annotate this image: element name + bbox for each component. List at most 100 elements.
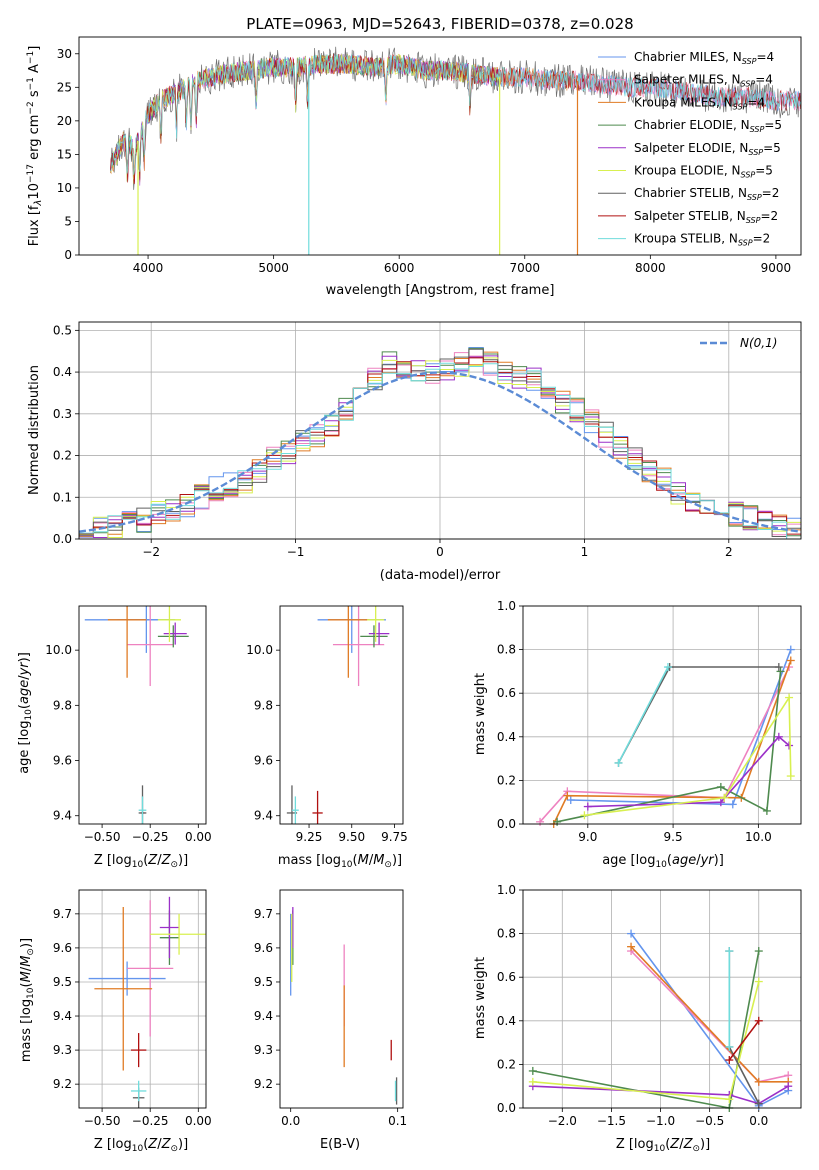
axes-frame <box>78 889 207 1109</box>
errorbar-point <box>327 606 369 678</box>
plus-marker <box>528 1077 537 1086</box>
legend-entry: N(0,1) <box>740 336 777 350</box>
spectrum-line-salpeter-stelib <box>110 53 801 185</box>
x-tick-label: 9.75 <box>381 830 408 844</box>
age-vs-massweight-panel: age [log10(age/yr)] mass weight 9.0 9.5 10… <box>473 599 802 870</box>
y-tick-label: 0.8 <box>497 643 516 657</box>
legend-entry: Chabrier ELODIE, NSSP=5 <box>634 118 782 134</box>
chart-title: PLATE=0963, MJD=52643, FIBERID=0378, z=0… <box>246 15 633 33</box>
y-tick-label: 9.8 <box>53 698 72 712</box>
x-axis-label: (data-model)/error <box>380 568 501 583</box>
y-axis-label: mass weight <box>473 673 488 755</box>
y-tick-label: 9.5 <box>53 975 72 989</box>
plus-marker <box>627 929 636 938</box>
y-tick-label: 0.0 <box>53 532 72 546</box>
legend: N(0,1) <box>700 336 777 350</box>
legend-entry: Kroupa ELODIE, NSSP=5 <box>634 164 773 180</box>
x-tick-label: −1.5 <box>597 1114 626 1128</box>
x-axis-label: mass [log10(M/M⊙)] <box>278 853 402 870</box>
x-tick-label: 7000 <box>509 261 540 275</box>
series-kroupa-stelib <box>725 947 734 1051</box>
y-tick-label: 10.0 <box>246 643 273 657</box>
x-tick-label: −1 <box>287 545 305 559</box>
y-tick-label: 25 <box>57 80 72 94</box>
axes-frame <box>78 321 802 540</box>
errorbar-point <box>130 1033 147 1068</box>
x-tick-label: 6000 <box>384 261 415 275</box>
x-tick-label: 9.5 <box>664 830 683 844</box>
errorbar-point <box>138 796 147 824</box>
plus-marker <box>785 693 794 702</box>
ticks: 4000 5000 6000 7000 8000 9000 0 5 10 15 20 25 30 <box>57 47 791 275</box>
plus-marker <box>725 1095 734 1104</box>
y-tick-label: 0.5 <box>53 323 72 337</box>
y-axis-label: mass [log10(M/M⊙)] <box>19 938 36 1062</box>
plus-marker <box>786 645 795 654</box>
ebv-vs-mass-panel: E(B-V) 0.0 0.1 9.2 9.3 9.4 9.5 9.6 9.7 <box>254 889 407 1152</box>
y-tick-label: 9.4 <box>53 809 72 823</box>
errorbar-point <box>150 913 206 955</box>
y-tick-label: 9.7 <box>254 907 273 921</box>
y-tick-label: 10 <box>57 181 72 195</box>
ticks: 9.0 9.5 10.0 0.0 0.2 0.4 0.6 0.8 1.0 <box>497 599 772 844</box>
plus-marker <box>754 1016 763 1025</box>
x-tick-label: 10.0 <box>745 830 772 844</box>
axes-frame <box>78 605 207 825</box>
x-axis-label: E(B-V) <box>320 1137 360 1152</box>
axes-frame <box>279 889 404 1109</box>
x-axis-label: Z [log10(Z/Z⊙)] <box>94 853 188 870</box>
plus-marker <box>774 732 783 741</box>
series-line <box>587 735 790 808</box>
series-line <box>532 981 760 1101</box>
series-line <box>728 1020 760 1061</box>
ticks: 0.0 0.1 9.2 9.3 9.4 9.5 9.6 9.7 <box>254 907 407 1128</box>
residual-histogram-panel: (data-model)/error Normed distribution −… <box>27 321 802 583</box>
errorbar-point <box>332 606 385 687</box>
axes-frame <box>279 605 404 825</box>
y-tick-label: 9.4 <box>254 809 273 823</box>
y-tick-label: 0.0 <box>497 817 516 831</box>
x-tick-label: 0.00 <box>185 1114 212 1128</box>
series-line <box>584 694 792 817</box>
y-tick-label: 9.2 <box>53 1077 72 1091</box>
y-tick-label: 9.6 <box>254 754 273 768</box>
legend-entry: Salpeter MILES, NSSP=4 <box>634 73 773 89</box>
y-axis-label: Normed distribution <box>27 365 42 495</box>
y-axis-label: Flux [fλ10−17 erg cm−2 s−1 A−1] <box>26 46 44 247</box>
errorbar-point <box>367 606 385 642</box>
z-vs-massweight-panel: Z [log10(Z/Z⊙)] mass weight −2.0 −1.5 −1.0… <box>473 883 802 1154</box>
legend-entry: Chabrier STELIB, NSSP=2 <box>634 186 779 202</box>
errorbar-point <box>127 606 174 687</box>
x-tick-label: 9000 <box>761 261 792 275</box>
errorbar-point <box>94 907 153 1071</box>
y-tick-label: 9.4 <box>53 1009 72 1023</box>
series-salpeter-stelib <box>725 1016 763 1065</box>
x-tick-label: −0.25 <box>132 830 169 844</box>
plus-marker <box>716 798 725 807</box>
series-line <box>556 671 782 823</box>
y-tick-label: 9.5 <box>254 975 273 989</box>
mass-vs-age-panel: mass [log10(M/M⊙)] 9.25 9.50 9.75 9.4 9.6 9.8… <box>246 605 408 870</box>
x-tick-label: 9.50 <box>338 830 365 844</box>
plus-marker <box>614 758 623 767</box>
errorbar-group <box>84 606 189 824</box>
plus-marker <box>754 1077 763 1086</box>
y-tick-label: 0.6 <box>497 686 516 700</box>
x-tick-label: −0.5 <box>695 1114 724 1128</box>
errorbar-group <box>286 606 390 824</box>
y-axis-label: mass weight <box>473 957 488 1039</box>
plus-marker <box>528 1066 537 1075</box>
series-line <box>552 660 792 825</box>
plus-marker <box>536 817 545 826</box>
series-kroupa-elodie <box>580 693 795 820</box>
z-vs-age-panel: Z [log10(Z/Z⊙)] age [log10(age/yr)] −0.5… <box>17 605 212 870</box>
errorbar-point <box>291 796 299 824</box>
x-tick-label: 5000 <box>258 261 289 275</box>
y-tick-label: 0.6 <box>497 970 516 984</box>
legend-entry: Kroupa STELIB, NSSP=2 <box>634 232 770 248</box>
errorbar-point <box>157 625 189 648</box>
plus-marker <box>553 817 562 826</box>
y-tick-label: 9.7 <box>53 907 72 921</box>
legend-entry: Kroupa MILES, NSSP=4 <box>634 95 765 111</box>
y-tick-label: 0.2 <box>497 773 516 787</box>
